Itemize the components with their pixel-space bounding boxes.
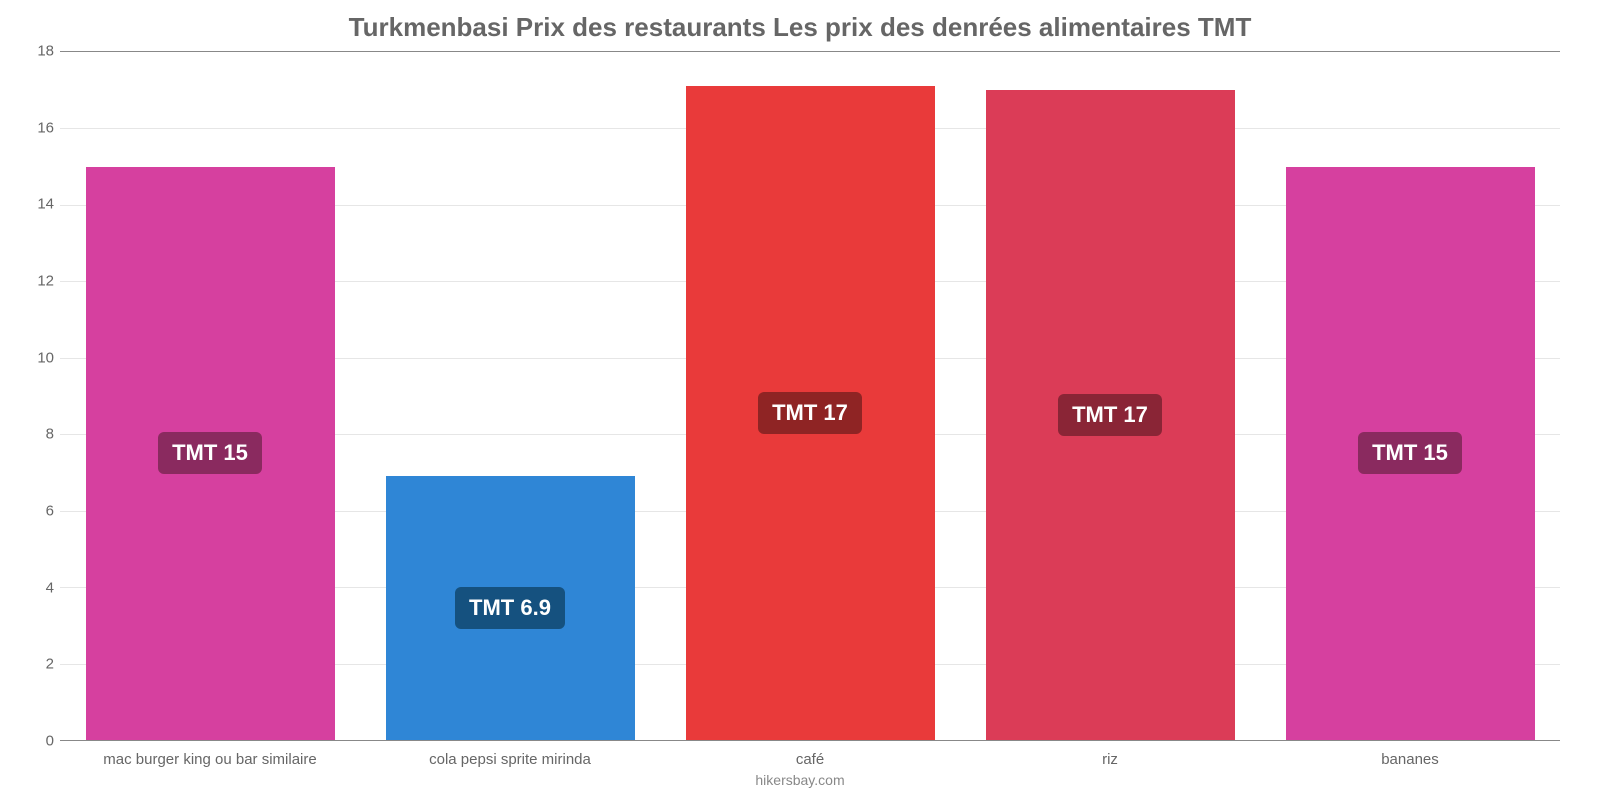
price-bar-chart: Turkmenbasi Prix des restaurants Les pri… [0, 0, 1600, 800]
bar-value-badge: TMT 6.9 [455, 587, 565, 629]
y-tick-label: 4 [30, 579, 54, 596]
plot-area: TMT 15TMT 6.9TMT 17TMT 17TMT 15 02468101… [30, 51, 1570, 741]
bar-value-badge: TMT 15 [1358, 432, 1462, 474]
y-tick-label: 16 [30, 119, 54, 136]
x-tick-label: café [660, 741, 960, 768]
attribution-text: hikersbay.com [30, 768, 1570, 788]
bar: TMT 6.9 [386, 476, 635, 740]
y-tick-label: 8 [30, 426, 54, 443]
x-axis: mac burger king ou bar similairecola pep… [30, 741, 1570, 768]
chart-title: Turkmenbasi Prix des restaurants Les pri… [30, 0, 1570, 51]
y-tick-label: 10 [30, 349, 54, 366]
x-tick-label: bananes [1260, 741, 1560, 768]
bar-slot: TMT 15 [1260, 52, 1560, 740]
bar-value-badge: TMT 17 [758, 392, 862, 434]
y-tick-label: 14 [30, 196, 54, 213]
bar: TMT 17 [986, 90, 1235, 740]
plot-inner: TMT 15 TMT 6.9 TMT 17 TMT 17 TMT 15 [60, 51, 1560, 741]
y-tick-label: 12 [30, 273, 54, 290]
bar: TMT 15 [86, 167, 335, 740]
bar-slot: TMT 17 [660, 52, 960, 740]
bar-value-badge: TMT 17 [1058, 394, 1162, 436]
bar-slot: TMT 17 [960, 52, 1260, 740]
y-tick-label: 2 [30, 656, 54, 673]
x-tick-label: cola pepsi sprite mirinda [360, 741, 660, 768]
y-tick-label: 6 [30, 503, 54, 520]
bar: TMT 17 [686, 86, 935, 740]
bar-slot: TMT 6.9 [360, 52, 660, 740]
bar-slot: TMT 15 [60, 52, 360, 740]
bar: TMT 15 [1286, 167, 1535, 740]
y-tick-label: 18 [30, 43, 54, 60]
bar-value-badge: TMT 15 [158, 432, 262, 474]
x-tick-label: riz [960, 741, 1260, 768]
x-tick-label: mac burger king ou bar similaire [60, 741, 360, 768]
